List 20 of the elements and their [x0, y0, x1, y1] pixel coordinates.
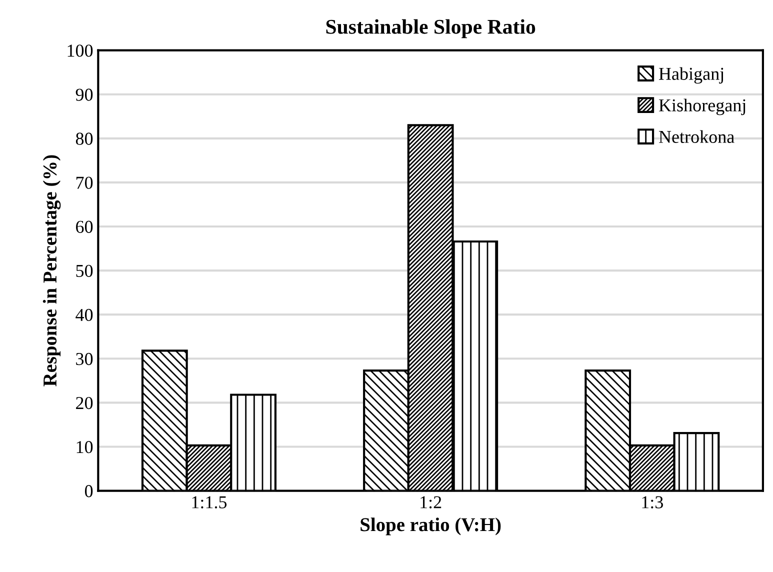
y-tick-label: 10 [76, 440, 93, 454]
y-tick-label: 90 [76, 88, 93, 101]
chart-title: Sustainable Slope Ratio [326, 19, 536, 38]
legend-label: Netrokona [658, 130, 734, 143]
y-tick-label: 40 [76, 308, 93, 322]
y-tick-label: 0 [84, 485, 93, 498]
x-axis-title: Slope ratio (V:H) [360, 518, 501, 536]
x-tick-label: 1:3 [642, 496, 663, 508]
y-tick-label: 20 [76, 396, 93, 410]
y-tick-label: 60 [76, 220, 93, 233]
y-tick-label: 50 [76, 264, 93, 277]
x-tick-label: 1:1.5 [192, 496, 227, 508]
y-axis-title: Response in Percentage (%) [42, 155, 61, 386]
y-tick-label: 70 [76, 176, 93, 189]
legend-label: Kishoreganj [658, 98, 746, 116]
x-tick-label: 1:2 [420, 496, 442, 508]
y-tick-label: 100 [68, 44, 93, 57]
y-tick-label: 80 [76, 132, 93, 145]
y-tick-label: 30 [76, 352, 93, 366]
legend-label: Habiganj [658, 67, 724, 84]
